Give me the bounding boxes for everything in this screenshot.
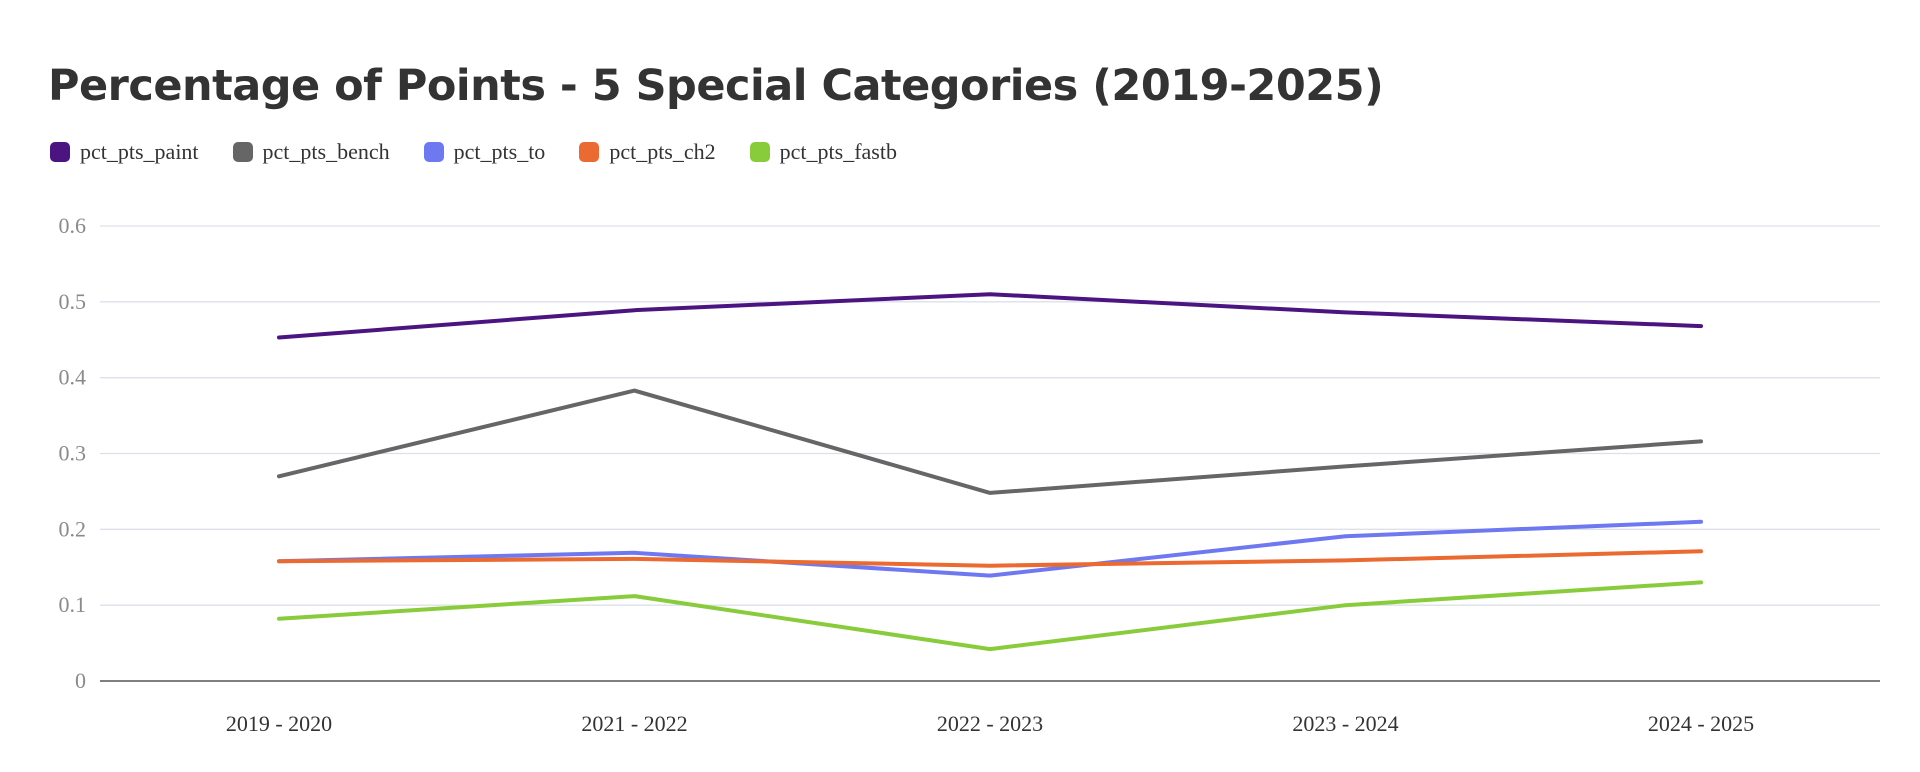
x-tick-label: 2023 - 2024 [1292,711,1398,736]
legend-swatch [749,142,770,162]
chart-title: Percentage of Points - 5 Special Categor… [48,61,1384,111]
y-tick-label: 0.2 [59,516,87,541]
series-line-pct_pts_to[interactable] [277,519,1703,578]
series-line-pct_pts_ch2[interactable] [277,549,1703,568]
legend-swatch [50,142,70,162]
legend-label: pct_pts_ch2 [609,139,716,164]
x-tick-label: 2019 - 2020 [226,711,332,736]
legend-item-pct_pts_to[interactable]: pct_pts_to [423,139,546,165]
legend-label: pct_pts_bench [262,139,390,164]
legend-item-pct_pts_fastb[interactable]: pct_pts_fastb [749,139,897,165]
y-tick-label: 0.3 [59,441,87,466]
legend-item-pct_pts_bench[interactable]: pct_pts_bench [232,139,390,165]
y-tick-label: 0.5 [59,289,87,314]
series-line-pct_pts_bench[interactable] [277,388,1703,495]
legend-label: pct_pts_fastb [779,139,897,164]
series-line-pct_pts_paint[interactable] [277,292,1703,340]
series-line-pct_pts_fastb[interactable] [277,580,1703,652]
legend-swatch [232,142,253,162]
legend-swatch [579,142,600,162]
gridlines [100,225,1880,682]
x-axis-ticks: 2019 - 2020 2021 - 2022 2022 - 2023 2023 - … [226,711,1754,736]
x-tick-label: 2022 - 2023 [937,711,1043,736]
legend-swatch [423,142,444,162]
legend-item-pct_pts_ch2[interactable]: pct_pts_ch2 [579,139,716,165]
y-axis-ticks: 0 0.1 0.2 0.3 0.4 0.5 0.6 [59,213,87,693]
legend-label: pct_pts_to [453,139,546,164]
chart-legend: pct_pts_paint pct_pts_bench pct_pts_to pct_… [50,137,931,167]
y-tick-label: 0.1 [59,592,87,617]
series-lines [277,292,1703,652]
x-tick-label: 2021 - 2022 [581,711,687,736]
y-tick-label: 0.4 [59,365,87,390]
x-tick-label: 2024 - 2025 [1648,711,1754,736]
y-tick-label: 0.6 [59,213,87,238]
legend-label: pct_pts_paint [80,139,199,164]
legend-item-pct_pts_paint[interactable]: pct_pts_paint [50,139,199,165]
y-tick-label: 0 [75,668,86,693]
